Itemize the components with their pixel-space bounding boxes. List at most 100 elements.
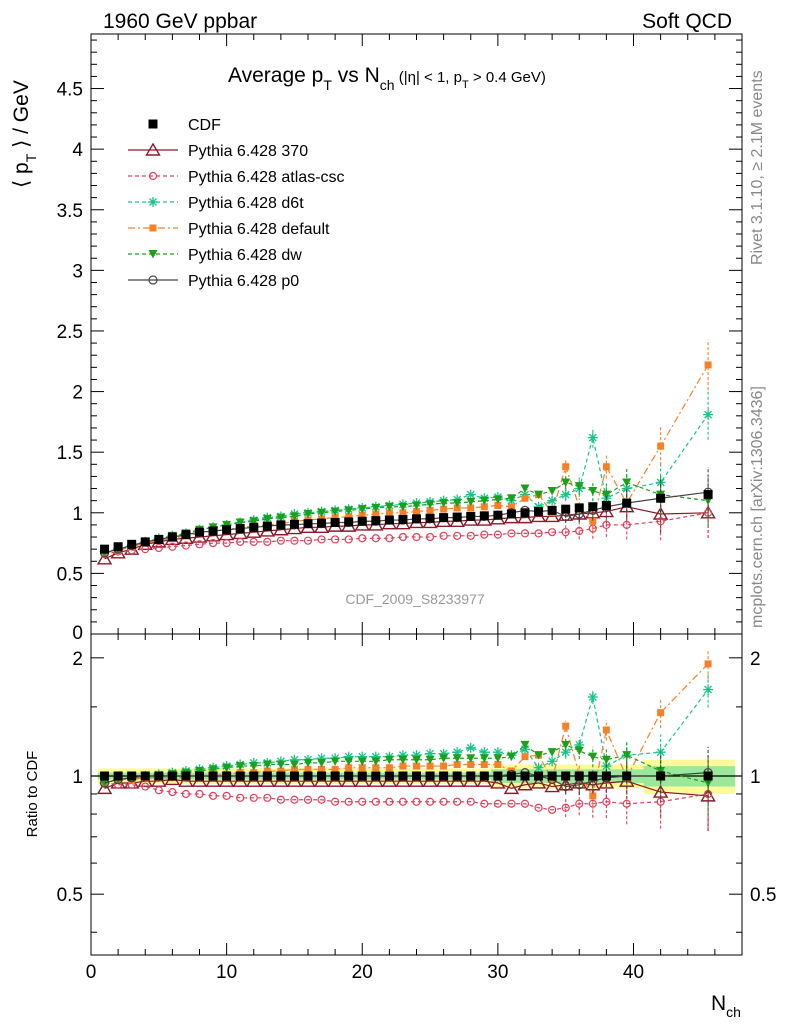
ratio-point-pythia-6-428-370 xyxy=(218,773,235,787)
ratio-point-pythia-6-428-atlas-csc xyxy=(398,797,408,806)
point-pythia-6-428-d6t xyxy=(587,432,598,443)
legend-label-pythia-6-428-d6t: Pythia 6.428 d6t xyxy=(188,195,304,212)
point-pythia-6-428-default xyxy=(467,504,475,512)
header-right: Soft QCD xyxy=(642,10,732,33)
ratio-point-cdf xyxy=(588,771,598,781)
ratio-point-cdf xyxy=(276,771,286,781)
ratio-point-pythia-6-428-370 xyxy=(191,773,208,787)
point-pythia-6-428-default xyxy=(358,511,366,519)
ratio-point-pythia-6-428-atlas-csc xyxy=(208,791,218,800)
point-pythia-6-428-dw xyxy=(235,518,245,527)
point-pythia-6-428-default xyxy=(440,505,448,513)
ratio-point-cdf xyxy=(561,771,571,781)
ratio-tick-label-right: 1 xyxy=(750,767,761,788)
legend-entry-cdf: CDF xyxy=(148,117,221,134)
ratio-point-pythia-6-428-d6t xyxy=(465,742,476,753)
point-pythia-6-428-atlas-csc xyxy=(602,520,611,530)
ratio-point-cdf xyxy=(100,771,110,781)
ratio-point-cdf xyxy=(249,771,259,781)
ratio-point-cdf xyxy=(167,771,177,781)
ratio-point-pythia-6-428-dw xyxy=(208,765,218,774)
point-pythia-6-428-atlas-csc xyxy=(385,534,394,543)
ratio-point-pythia-6-428-default xyxy=(263,767,271,775)
ratio-point-pythia-6-428-default xyxy=(318,765,326,773)
ratio-point-pythia-6-428-370 xyxy=(327,773,343,787)
ratio-point-cdf xyxy=(289,771,299,781)
point-cdf xyxy=(317,518,327,528)
ratio-point-pythia-6-428-dw xyxy=(703,778,713,788)
ratio-point-pythia-6-428-dw xyxy=(371,757,381,766)
point-cdf xyxy=(622,498,632,508)
ratio-point-pythia-6-428-default xyxy=(304,765,312,773)
ratio-point-pythia-6-428-default xyxy=(704,660,712,668)
point-pythia-6-428-atlas-csc xyxy=(303,536,313,545)
point-cdf xyxy=(276,520,286,530)
ratio-point-cdf xyxy=(113,771,123,781)
point-cdf xyxy=(412,514,421,524)
point-cdf xyxy=(140,537,150,547)
point-cdf xyxy=(466,511,476,521)
ratio-point-pythia-6-428-atlas-csc xyxy=(344,797,353,806)
ratio-point-cdf xyxy=(344,771,354,781)
point-pythia-6-428-atlas-csc xyxy=(249,537,258,546)
ratio-point-pythia-6-428-atlas-csc xyxy=(168,787,177,797)
point-pythia-6-428-atlas-csc xyxy=(276,536,285,545)
ratio-point-pythia-6-428-atlas-csc xyxy=(480,799,489,808)
ratio-point-pythia-6-428-default xyxy=(440,762,448,770)
ratio-point-pythia-6-428-default xyxy=(507,767,515,775)
ratio-point-cdf xyxy=(466,771,476,781)
point-pythia-6-428-default xyxy=(345,512,353,520)
point-pythia-6-428-dw xyxy=(276,513,286,523)
legend-label-pythia-6-428-p0: Pythia 6.428 p0 xyxy=(188,273,299,290)
ratio-point-pythia-6-428-dw xyxy=(249,762,259,771)
point-cdf xyxy=(452,512,462,522)
ratio-point-pythia-6-428-dw xyxy=(330,757,340,766)
ratio-point-pythia-6-428-370 xyxy=(463,773,479,787)
ratio-point-pythia-6-428-p0 xyxy=(574,780,584,790)
ratio-point-cdf xyxy=(520,771,530,781)
legend-label-pythia-6-428-dw: Pythia 6.428 dw xyxy=(188,247,302,264)
ratio-point-pythia-6-428-370 xyxy=(300,773,316,787)
ratio-point-pythia-6-428-dw xyxy=(317,758,327,768)
ratio-point-pythia-6-428-dw xyxy=(262,760,272,769)
chart-title: Average pT vs Nch (|η| < 1, pT > 0.4 GeV… xyxy=(228,64,546,93)
ratio-point-pythia-6-428-370 xyxy=(490,775,506,789)
point-cdf xyxy=(493,510,503,520)
point-cdf xyxy=(506,509,516,519)
point-pythia-6-428-dw xyxy=(412,501,421,511)
ratio-point-pythia-6-428-atlas-csc xyxy=(358,797,367,806)
point-pythia-6-428-dw xyxy=(452,499,462,508)
legend-entry-pythia-6-428-370: Pythia 6.428 370 xyxy=(128,142,308,160)
point-pythia-6-428-dw xyxy=(574,482,584,491)
legend: CDF Pythia 6.428 370 Pythia 6.428 atlas-cs… xyxy=(128,117,345,290)
ratio-point-pythia-6-428-atlas-csc xyxy=(534,803,543,812)
y-tick-label: 0 xyxy=(72,623,83,644)
ratio-point-pythia-6-428-default xyxy=(358,764,366,772)
point-pythia-6-428-default xyxy=(602,463,610,471)
ratio-point-pythia-6-428-atlas-csc xyxy=(493,799,502,808)
ratio-point-pythia-6-428-370 xyxy=(354,773,370,787)
ratio-point-pythia-6-428-370 xyxy=(313,773,330,787)
ratio-point-pythia-6-428-dw xyxy=(439,754,449,763)
point-pythia-6-428-atlas-csc xyxy=(208,538,218,548)
point-pythia-6-428-default xyxy=(399,509,407,517)
ratio-point-cdf xyxy=(425,771,435,781)
point-pythia-6-428-atlas-csc xyxy=(358,534,367,543)
ratio-point-pythia-6-428-dw xyxy=(289,760,299,769)
point-pythia-6-428-atlas-csc xyxy=(439,531,448,540)
legend-entry-pythia-6-428-atlas-csc: Pythia 6.428 atlas-csc xyxy=(128,169,345,186)
point-pythia-6-428-default xyxy=(480,503,488,511)
point-pythia-6-428-default xyxy=(385,509,393,517)
ratio-point-pythia-6-428-dw xyxy=(425,755,435,765)
x-tick-label: 40 xyxy=(623,962,644,983)
point-cdf xyxy=(167,532,177,542)
point-pythia-6-428-dw xyxy=(384,502,394,512)
ratio-point-cdf xyxy=(574,771,584,781)
point-pythia-6-428-dw xyxy=(534,490,544,500)
ratio-point-pythia-6-428-dw xyxy=(384,755,394,765)
point-cdf xyxy=(574,503,584,513)
point-pythia-6-428-d6t xyxy=(560,489,571,500)
point-pythia-6-428-default xyxy=(413,508,420,516)
ratio-point-cdf xyxy=(195,771,204,781)
ratio-point-pythia-6-428-370 xyxy=(408,773,425,787)
